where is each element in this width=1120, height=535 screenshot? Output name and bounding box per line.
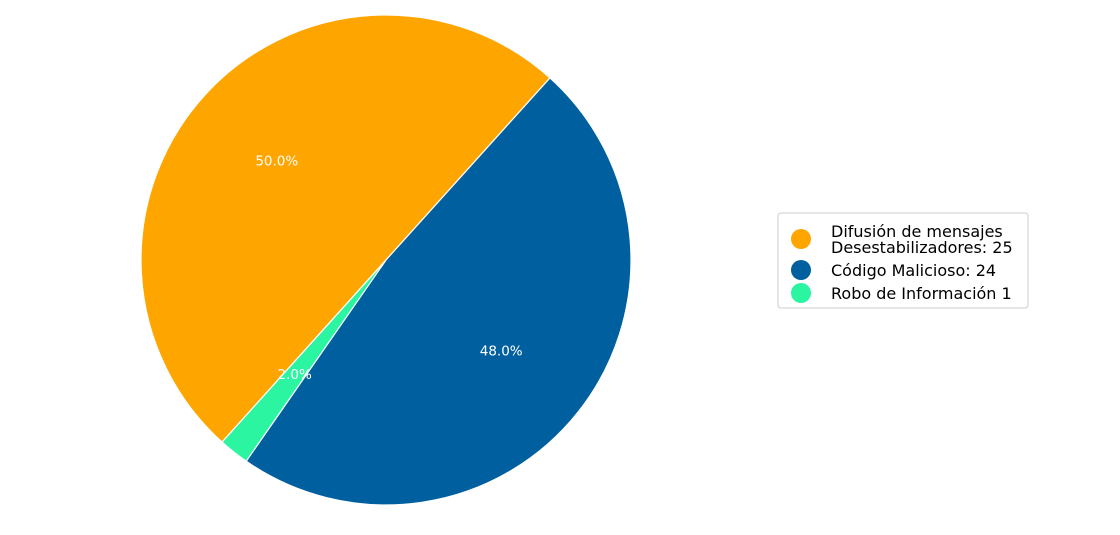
- legend: Difusión de mensajes Desestabilizadores: …: [777, 212, 1029, 309]
- pie-slice-1: [245, 77, 632, 506]
- legend-label-2: Robo de Información 1: [831, 284, 1012, 303]
- legend-label-1: Código Malicioso: 24: [831, 261, 996, 280]
- legend-frame: [777, 212, 1029, 309]
- pie-slice-0: [140, 14, 551, 443]
- pie-slices: [140, 14, 632, 506]
- legend-label-0: Difusión de mensajes Desestabilizadores: …: [831, 222, 1013, 257]
- pie-percent-label-2: 2.0%: [278, 367, 312, 383]
- legend-marker-2: [791, 283, 811, 303]
- pie-percent-label-0: 50.0%: [255, 154, 298, 170]
- pie-slice-2: [221, 259, 387, 463]
- legend-marker-0: [791, 229, 811, 249]
- pie-percent-label-1: 48.0%: [480, 343, 523, 359]
- legend-marker-1: [791, 260, 811, 280]
- pie-percent-labels: 50.0% 48.0% 2.0%: [255, 154, 522, 384]
